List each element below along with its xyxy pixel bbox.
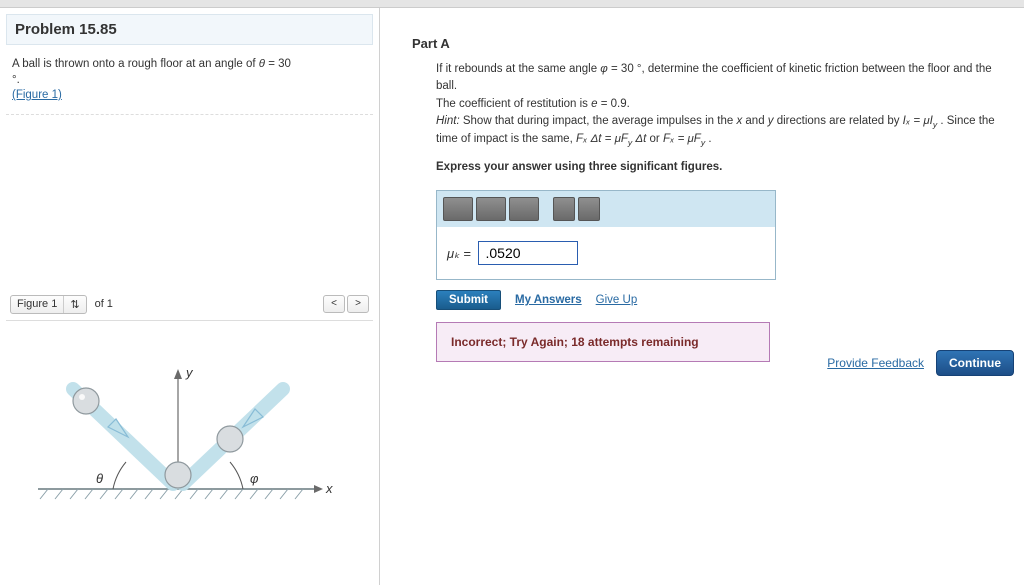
format-button-5[interactable] xyxy=(578,197,600,221)
answer-input[interactable] xyxy=(478,241,578,265)
figure-canvas: y x xyxy=(6,327,373,537)
hint-or: or xyxy=(646,133,663,145)
problem-title: Problem 15.85 xyxy=(6,14,373,45)
submit-button[interactable]: Submit xyxy=(436,290,501,310)
hint-eq1: Iₓ = μIy xyxy=(903,115,938,127)
part-a-title: Part A xyxy=(412,36,1010,51)
figure-next-button[interactable]: > xyxy=(347,295,369,313)
theta-label: θ xyxy=(96,471,103,486)
answer-input-row: μₖ = xyxy=(436,227,776,280)
format-button-2[interactable] xyxy=(476,197,506,221)
hint-a: Show that during impact, the average imp… xyxy=(460,115,737,127)
hint-eq2: Fₓ Δt = μFy Δt xyxy=(576,133,646,145)
phi-label: φ xyxy=(250,471,259,486)
hint-c: directions are related by xyxy=(774,115,903,127)
figure-selector-arrows[interactable]: ⇅ xyxy=(64,296,85,313)
phi-symbol: φ xyxy=(600,63,608,75)
axis-x-label: x xyxy=(325,481,333,496)
pa-l1a: If it rebounds at the same angle xyxy=(436,63,600,75)
intro-eq: = 30 xyxy=(265,58,291,70)
hint-eq3: Fₓ = μFy xyxy=(663,133,705,145)
problem-intro: A ball is thrown onto a rough floor at a… xyxy=(6,55,373,115)
format-button-4[interactable] xyxy=(553,197,575,221)
format-button-3[interactable] xyxy=(509,197,539,221)
pa-l2b: = 0.9. xyxy=(598,98,630,110)
intro-period: . xyxy=(17,74,20,86)
pa-l1b: = 30 xyxy=(608,63,637,75)
figure-selector[interactable]: Figure 1 ⇅ xyxy=(10,295,87,314)
provide-feedback-link[interactable]: Provide Feedback xyxy=(827,356,924,370)
hint-label: Hint: xyxy=(436,115,460,127)
give-up-link[interactable]: Give Up xyxy=(596,292,638,309)
express-instructions: Express your answer using three signific… xyxy=(436,161,722,173)
figure-link[interactable]: (Figure 1) xyxy=(12,89,62,101)
answer-pad: μₖ = xyxy=(436,190,776,280)
part-a-body: If it rebounds at the same angle φ = 30 … xyxy=(412,61,1010,362)
continue-button[interactable]: Continue xyxy=(936,350,1014,376)
figure-of-label: of 1 xyxy=(95,298,113,310)
hint-period: . xyxy=(705,133,711,145)
answer-label: μₖ = xyxy=(447,246,474,261)
figure-prev-button[interactable]: < xyxy=(323,295,345,313)
pa-l2a: The coefficient of restitution is xyxy=(436,98,591,110)
format-button-1[interactable] xyxy=(443,197,473,221)
hint-b: and xyxy=(742,115,768,127)
axis-y-label: y xyxy=(185,365,194,380)
intro-text: A ball is thrown onto a rough floor at a… xyxy=(12,58,259,70)
feedback-message: Incorrect; Try Again; 18 attempts remain… xyxy=(436,322,770,362)
figure-selector-label: Figure 1 xyxy=(11,296,64,313)
my-answers-link[interactable]: My Answers xyxy=(515,292,582,309)
answer-toolbar xyxy=(436,190,776,227)
figure-toolbar: Figure 1 ⇅ of 1 < > xyxy=(6,295,373,321)
